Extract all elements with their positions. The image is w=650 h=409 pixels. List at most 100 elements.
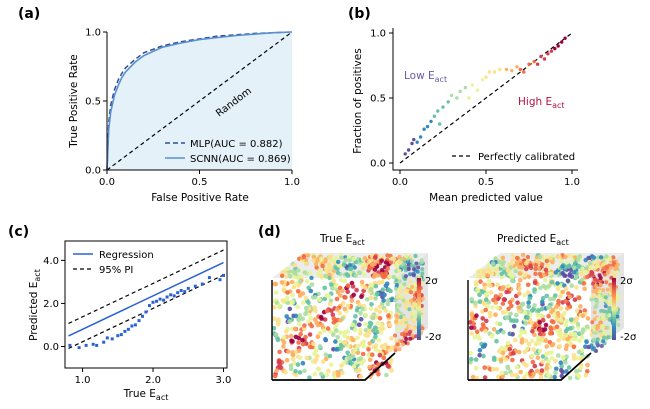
voxel <box>315 272 321 277</box>
voxel <box>554 324 560 330</box>
x-tick-label-b: 0.0 <box>392 177 408 188</box>
voxel <box>598 282 603 287</box>
voxel <box>563 273 568 278</box>
voxel <box>517 334 523 339</box>
colorbar-true <box>417 278 421 340</box>
voxel <box>329 308 334 314</box>
voxel <box>494 367 500 372</box>
prediction-point <box>200 282 204 286</box>
prediction-point <box>172 294 176 298</box>
voxel <box>504 289 509 295</box>
voxel <box>332 370 337 376</box>
voxel <box>469 356 474 362</box>
voxel <box>350 322 355 328</box>
voxel <box>498 357 504 363</box>
colorbar-max-predicted: 2σ <box>620 276 633 287</box>
voxel <box>529 338 535 344</box>
voxel <box>376 371 381 377</box>
calibration-point <box>553 46 557 51</box>
voxel <box>386 313 391 318</box>
voxel <box>591 324 596 329</box>
voxel <box>334 256 339 261</box>
voxel <box>290 356 296 362</box>
voxel <box>578 365 584 371</box>
voxel <box>495 329 501 335</box>
voxel <box>540 262 545 267</box>
voxel <box>404 274 408 279</box>
voxel <box>376 338 382 343</box>
voxel <box>298 331 304 337</box>
voxel <box>548 256 553 261</box>
prediction-point <box>95 343 99 347</box>
voxel <box>594 349 599 353</box>
voxel <box>377 316 383 321</box>
voxel <box>395 315 400 320</box>
voxel <box>351 256 357 262</box>
voxel <box>291 274 297 279</box>
voxel <box>341 340 347 346</box>
voxel <box>515 255 520 261</box>
voxel <box>404 253 409 259</box>
voxel <box>553 358 558 364</box>
voxel <box>544 369 550 375</box>
voxel <box>565 336 570 342</box>
voxel <box>329 282 334 288</box>
voxel <box>569 283 575 289</box>
voxel <box>522 292 527 298</box>
voxel <box>335 290 341 295</box>
voxel <box>484 318 489 324</box>
voxel <box>491 297 496 303</box>
calibration-point <box>441 105 445 109</box>
voxel <box>420 326 425 331</box>
voxel <box>597 294 602 299</box>
voxel <box>557 344 562 349</box>
voxel <box>509 278 515 284</box>
voxel <box>531 371 536 377</box>
voxel <box>568 267 574 273</box>
voxel <box>604 309 609 314</box>
voxel <box>481 323 486 329</box>
voxel <box>296 317 302 323</box>
voxel <box>290 292 295 298</box>
roc-curve-scnn <box>106 31 293 171</box>
voxel <box>324 308 330 314</box>
voxel <box>586 255 591 261</box>
voxel <box>501 297 507 302</box>
voxel <box>316 367 322 372</box>
calibration-point <box>546 52 550 56</box>
voxel <box>397 254 402 260</box>
voxel <box>409 263 414 268</box>
cube-predicted-eact <box>467 252 624 381</box>
voxel <box>283 329 289 334</box>
calibration-point <box>446 100 450 104</box>
voxel <box>387 274 392 279</box>
voxel <box>277 349 282 355</box>
ticks-c: 1.0 2.0 3.0 0.0 2.0 4.0 <box>43 256 231 386</box>
voxel <box>474 329 480 335</box>
voxel <box>373 296 378 301</box>
voxel <box>350 284 356 289</box>
voxel <box>571 352 577 358</box>
voxel <box>595 327 599 331</box>
voxel <box>342 306 348 312</box>
voxel <box>580 327 586 332</box>
voxel <box>404 337 409 341</box>
voxel <box>367 364 372 370</box>
voxel <box>279 280 285 285</box>
calibration-point <box>463 85 468 90</box>
voxel <box>331 320 337 325</box>
voxel <box>532 280 538 286</box>
voxel <box>355 344 361 349</box>
cube-title-predicted: Predicted Eact <box>497 233 569 247</box>
voxel <box>584 339 589 345</box>
voxel <box>594 303 599 308</box>
voxel <box>322 317 328 322</box>
voxel <box>274 368 279 374</box>
voxel <box>568 331 574 337</box>
voxel <box>385 363 391 369</box>
voxel <box>307 344 313 350</box>
voxel <box>490 266 496 271</box>
voxel <box>601 288 606 293</box>
voxel <box>486 278 492 284</box>
voxel <box>385 298 391 303</box>
